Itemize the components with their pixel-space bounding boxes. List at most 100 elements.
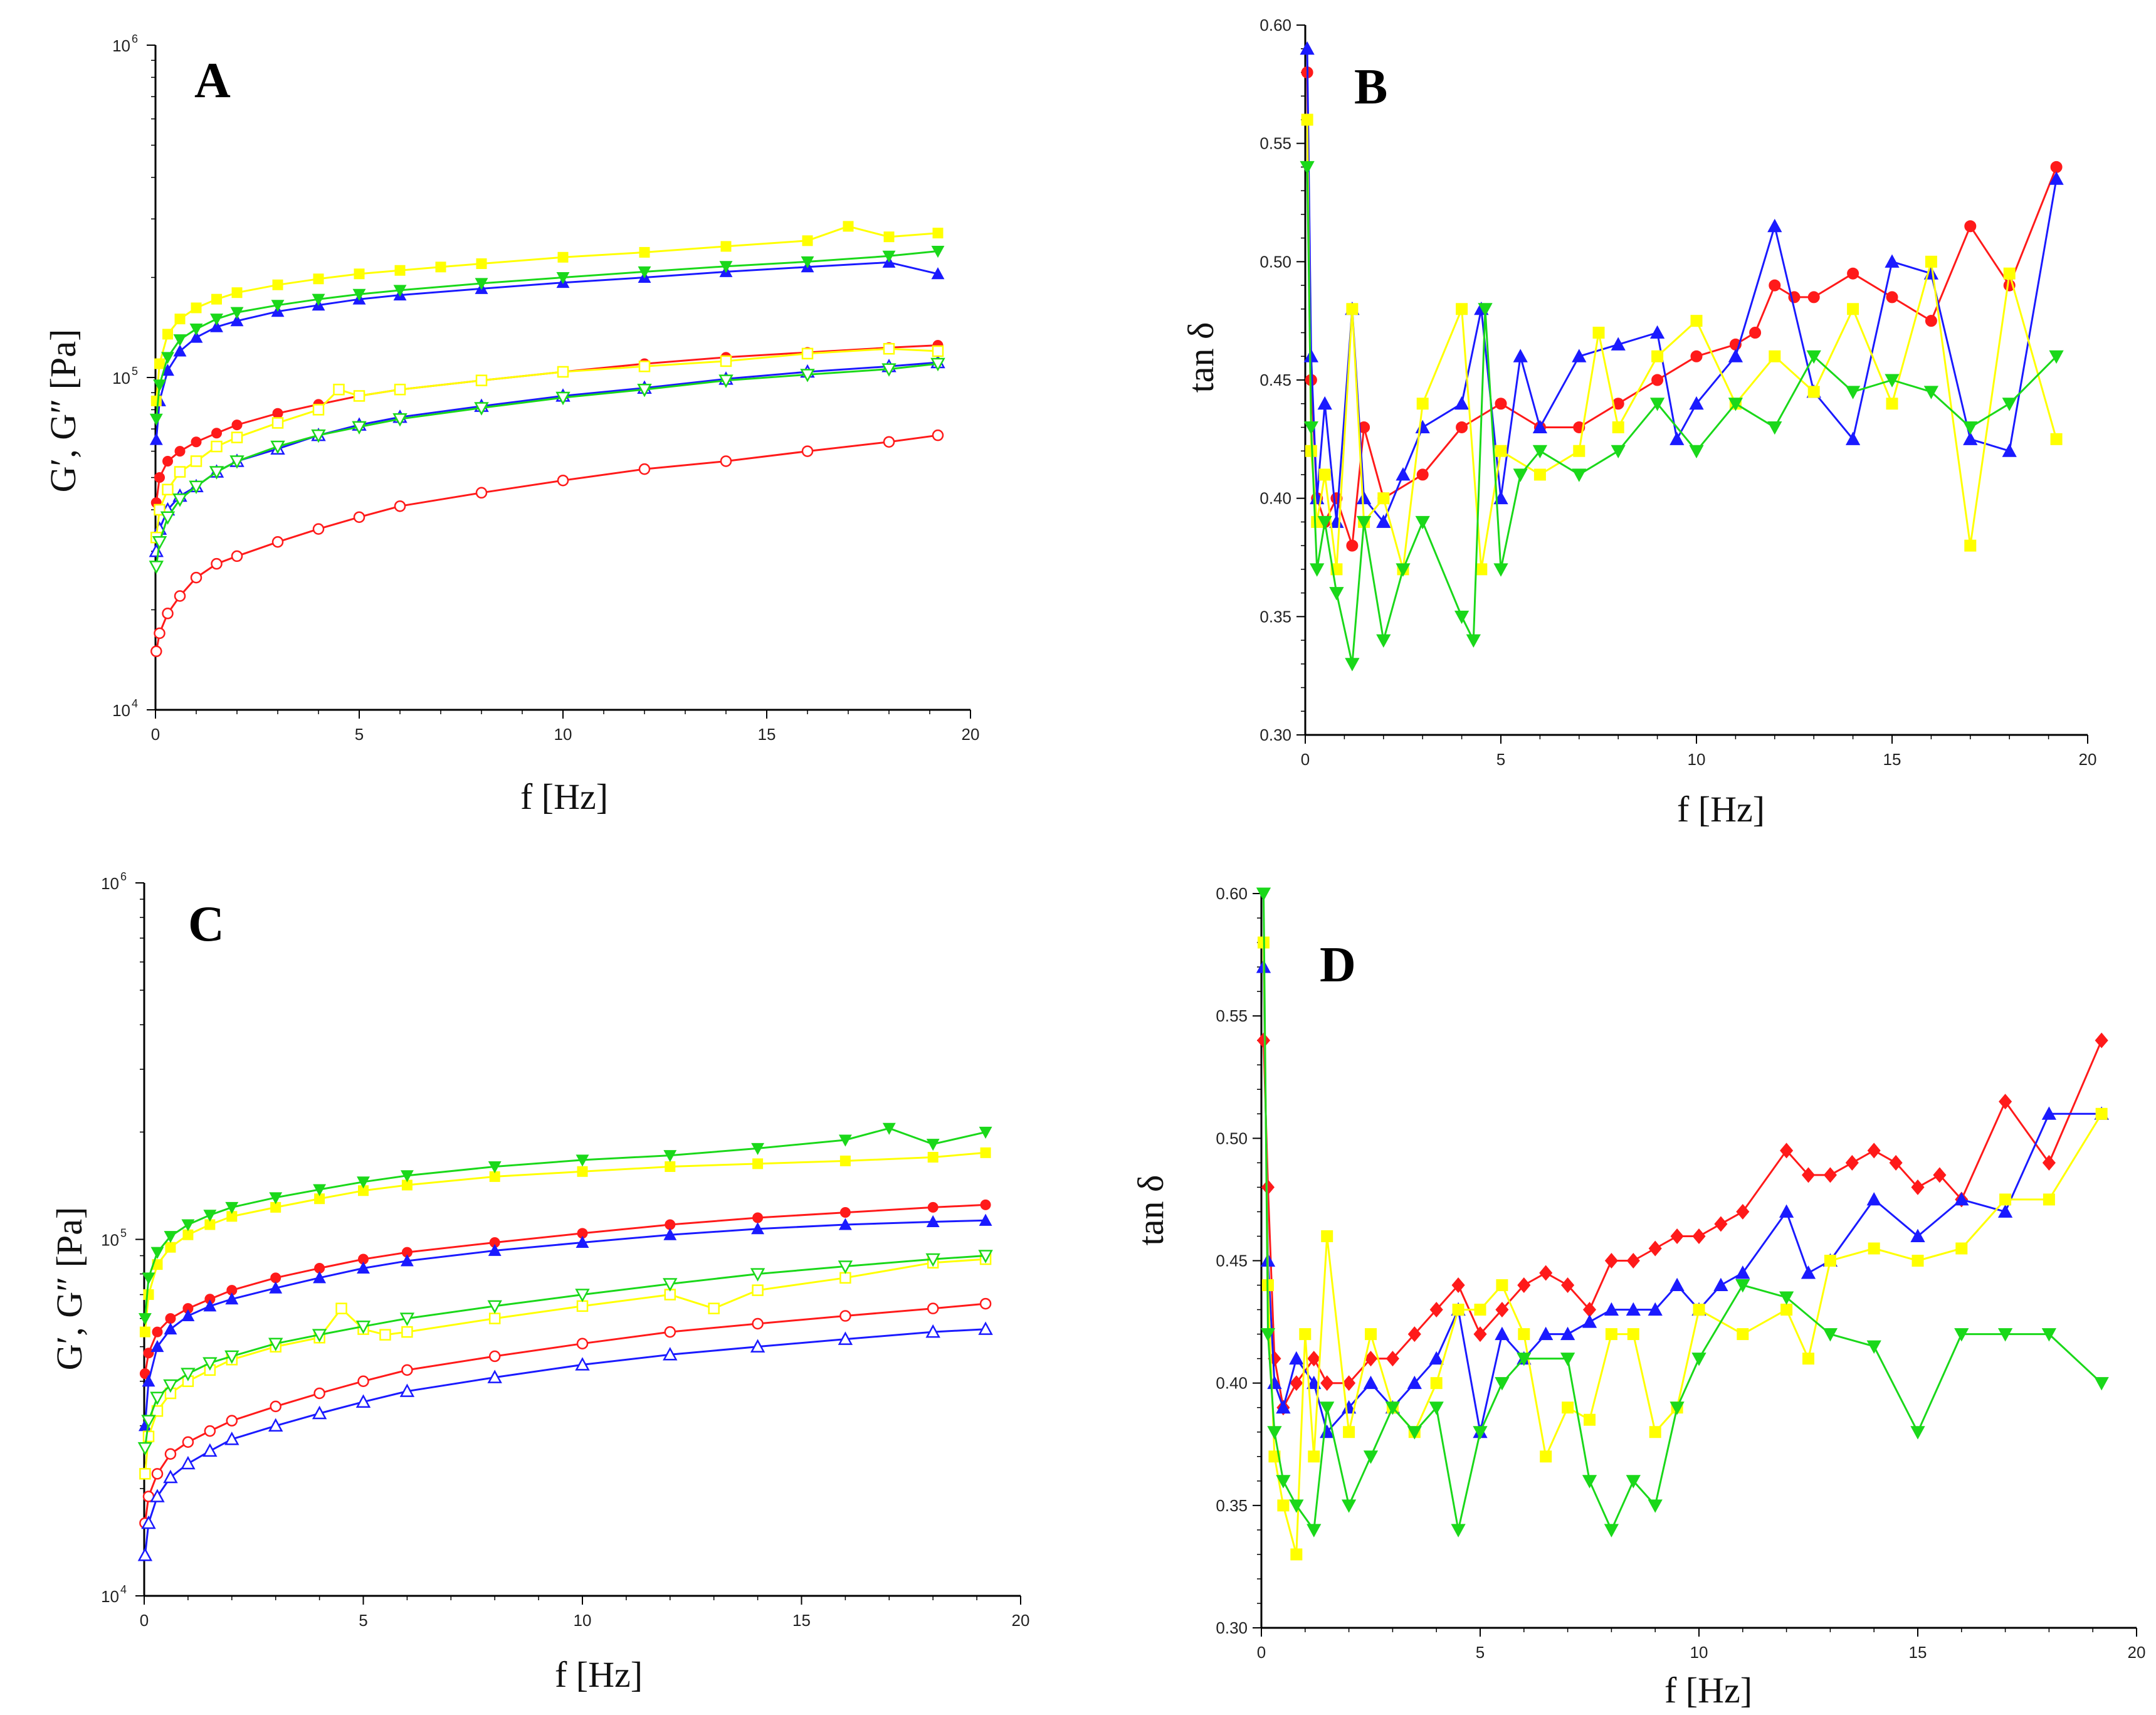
panel-a-x-tick-label: 10 [554, 725, 572, 744]
panel-c-xlabel: f [Hz] [555, 1654, 643, 1695]
panel-a-series-g-green-point [719, 261, 733, 273]
panel-d-y-tick-label: 0.30 [1216, 1618, 1248, 1637]
panel-d-series-red-point [1889, 1154, 1903, 1171]
panel-c-series-g-blue-point [203, 1299, 217, 1312]
panel-a-series-g-yellow-point [154, 358, 165, 369]
panel-b-series-red-point [1964, 220, 1977, 233]
panel-a-series-g-red-point [191, 436, 202, 448]
panel-a-y-tick-label-base: 10 [112, 369, 130, 388]
panel-d-series-red-point [1539, 1265, 1553, 1281]
panel-a-series-g-green-point [352, 421, 367, 435]
panel-d-series-yellow-point [1277, 1499, 1290, 1512]
panel-d-series-red-point [1823, 1167, 1837, 1183]
panel-a-series-g-green-point [475, 278, 488, 290]
panel-a-series-g-green-point [881, 363, 897, 377]
panel-d-series-blue-point [1626, 1302, 1641, 1316]
panel-c-series-g-blue-point [313, 1271, 327, 1284]
panel-d-series-red-point [1714, 1216, 1728, 1232]
panel-c-series-g-green-point [751, 1142, 765, 1156]
panel-c-letter: C [188, 897, 224, 952]
panel-d-series-blue-point [1495, 1326, 1510, 1341]
panel-d-ylabel: tan δ [1130, 1175, 1171, 1246]
panel-a-y-tick-label-base: 10 [112, 36, 130, 55]
panel-c-series-g-green [137, 1250, 993, 1456]
panel-d-series-red-point [1517, 1277, 1531, 1294]
panel-a-series-g-yellow-point [231, 287, 243, 298]
panel-d-series-green-point [1670, 1401, 1685, 1415]
panel-b-series-green-point [1649, 398, 1665, 411]
panel-d-series-green [1256, 887, 2109, 1538]
panel-c-y-tick-label-base: 10 [101, 874, 119, 893]
panel-c-series-g-blue-point [400, 1254, 414, 1267]
panel-c-series-g-green-point [269, 1192, 283, 1205]
panel-d-series-green-point [1289, 1499, 1304, 1513]
panel-c-series-g-blue-point [838, 1218, 852, 1230]
panel-b-y-tick-label: 0.60 [1259, 16, 1291, 34]
panel-a-x-tick-label: 5 [355, 725, 364, 744]
panel-c-series-g-blue-point [926, 1215, 940, 1228]
panel-d-series-green-point [1451, 1524, 1466, 1538]
panel-d-series-green-point [1517, 1353, 1532, 1366]
panel-a-series-g-blue-point [931, 267, 945, 280]
panel-c-series-g-yellow-point [139, 1468, 151, 1480]
panel-c-x-tick-label: 15 [792, 1611, 811, 1630]
panel-a-series-g-green-point [312, 293, 325, 306]
panel-d-y-tick-label: 0.45 [1216, 1252, 1248, 1270]
panel-a-series-g-red-point [883, 436, 895, 448]
panel-a-series-g-yellow-point [475, 374, 488, 386]
panel-d-series-yellow-point [1452, 1304, 1465, 1316]
panel-c-series-g-blue-point [268, 1418, 283, 1432]
panel-a-series-g-yellow-point [801, 347, 814, 360]
panel-a-series-g-blue-point [210, 320, 223, 332]
panel-b-series-red-point [1651, 374, 1664, 386]
panel-a-series-g-red-point [271, 536, 284, 548]
panel-b-series-yellow-point [1592, 327, 1605, 339]
panel-a-series-g-red-point [475, 487, 488, 499]
panel-a-series-g-yellow-point [843, 221, 854, 232]
panel-b-series-green-point [1478, 303, 1493, 317]
panel-c-series-g-yellow-point [165, 1242, 176, 1253]
panel-c-series-g-blue-point [224, 1432, 239, 1445]
panel-c-series-g-blue-point [181, 1455, 196, 1470]
panel-d-series-yellow-point [1496, 1279, 1508, 1292]
panel-b-letter: B [1354, 60, 1387, 115]
panel-d-series-red-point [1307, 1351, 1321, 1367]
panel-c-series-g-yellow-point [708, 1302, 720, 1314]
panel-d-series-yellow-point [1737, 1328, 1749, 1341]
panel-a-series-g-green-point [637, 383, 652, 398]
panel-c-series-g-yellow-point [752, 1158, 764, 1169]
panel-c-series-g-green-point [203, 1210, 217, 1222]
panel-a-series-g-green-point [800, 369, 815, 383]
panel-b-series-green-point [1466, 634, 1481, 648]
panel-d-series-green-point [1822, 1328, 1838, 1342]
panel-a-series-g-green-point [930, 357, 945, 372]
panel-b-series-green-point [1303, 421, 1319, 435]
panel-d-series-red-point [1648, 1240, 1662, 1257]
panel-d-series-red-point [1670, 1228, 1684, 1244]
panel-b-series-blue-point [1670, 431, 1685, 445]
panel-b-series-red-point [1346, 539, 1359, 552]
panel-b-series-yellow-point [1886, 398, 1898, 410]
panel-c-series-g-green-point [663, 1150, 677, 1163]
panel-b-series-yellow-point [1964, 539, 1977, 552]
panel-a-series-g-yellow-point [271, 417, 284, 429]
panel-c-series-g-blue-point [142, 1375, 155, 1387]
panel-a-series-g-red-point [154, 472, 165, 483]
panel-b-series-red-point [2050, 161, 2063, 173]
panel-d-series-blue-point [1779, 1204, 1794, 1218]
panel-b-series-green-point [1356, 515, 1372, 530]
panel-c-series-g-red-point [204, 1425, 216, 1437]
panel-d-series-red-point [1256, 1032, 1271, 1048]
panel-a-series-g-red-point [272, 408, 283, 419]
panel-c-series-g-red-point [979, 1297, 992, 1310]
panel-d-series-green-point [1626, 1475, 1641, 1489]
panel-a-series-g-red-point [932, 429, 944, 441]
panel-a-series-g-yellow-point [720, 355, 732, 367]
panel-a-series-g-yellow-point [191, 302, 202, 314]
panel-b-series-green-point [1806, 350, 1821, 364]
panel-d-series-red [1256, 1032, 2108, 1416]
panel-b-series-yellow-point [1456, 303, 1468, 315]
panel-d-series-red-point [1999, 1094, 2012, 1110]
panel-d-series-green-line [1263, 893, 2103, 1531]
